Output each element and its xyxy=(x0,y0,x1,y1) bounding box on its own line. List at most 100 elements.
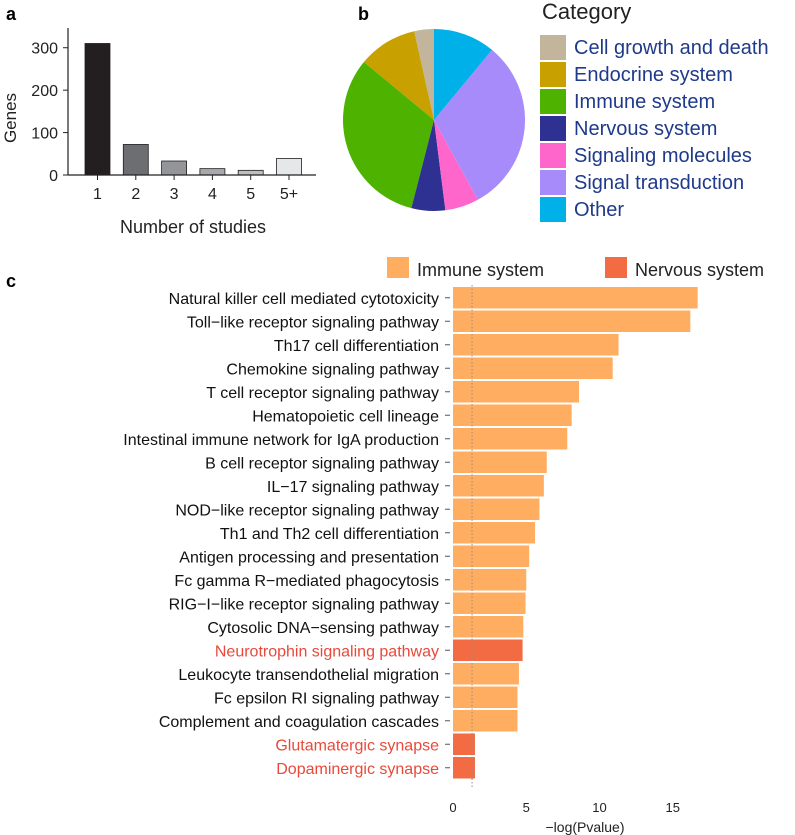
panel-a-x-tick-label: 2 xyxy=(131,186,140,203)
panel-c-category-label: Cytosolic DNA−sensing pathway xyxy=(207,620,439,637)
panel-c-category-label: Hematopoietic cell lineage xyxy=(252,408,439,425)
panel-b-pie-slice xyxy=(411,120,446,211)
panel-a-x-tick-label: 5+ xyxy=(280,186,298,203)
panel-c-bar xyxy=(453,381,579,403)
panel-b-legend-label: Signaling molecules xyxy=(574,145,752,167)
panel-c-category-label: Toll−like receptor signaling pathway xyxy=(187,314,439,331)
panel-c-category-label: Fc epsilon RI signaling pathway xyxy=(214,690,439,707)
panel-c-bar xyxy=(453,310,691,332)
panel-a-bar xyxy=(276,158,302,176)
panel-a-y-axis: 0 100 200 300 xyxy=(31,28,69,185)
panel-b-legend-label: Cell growth and death xyxy=(574,37,769,59)
panel-b-pie xyxy=(342,29,525,211)
panel-a-y-tick-label: 100 xyxy=(31,126,58,143)
panel-a-bar xyxy=(84,43,111,176)
panel-b-legend-label: Nervous system xyxy=(574,118,717,140)
panel-b-legend-swatch xyxy=(540,89,566,114)
panel-b-pie-slice xyxy=(434,49,525,200)
panel-a-y-tick-label: 300 xyxy=(31,41,58,58)
panel-c-bar xyxy=(453,428,568,450)
panel-c-bar-chart: Immune system Nervous system Natural kill… xyxy=(123,257,764,835)
panel-c-bar xyxy=(453,545,530,567)
panel-a-x-axis-label: Number of studies xyxy=(120,217,266,237)
panel-c-category-label: Neurotrophin signaling pathway xyxy=(215,643,439,660)
panel-c-category-label: Glutamatergic synapse xyxy=(275,737,439,754)
panel-c-legend: Immune system Nervous system xyxy=(387,257,764,280)
panel-c-category-label: Intestinal immune network for IgA produc… xyxy=(123,432,439,449)
panel-c-category-label: Dopaminergic synapse xyxy=(276,761,439,778)
panel-b-legend-label: Endocrine system xyxy=(574,64,733,86)
panel-a-x-tick-label: 5 xyxy=(246,186,255,203)
panel-a-y-tick-label: 0 xyxy=(49,168,58,185)
panel-a-bar xyxy=(237,169,264,176)
panel-c-bar xyxy=(453,710,518,732)
panel-c-x-tick-label: 5 xyxy=(523,800,530,815)
panel-a-bar xyxy=(161,160,188,176)
panel-b-pie-slice xyxy=(363,31,434,120)
panel-c-category-label: Antigen processing and presentation xyxy=(179,549,439,566)
panel-c-category-labels: Natural killer cell mediated cytotoxicit… xyxy=(123,291,450,778)
panel-a-x-tick-label: 3 xyxy=(170,186,179,203)
panel-c-bar xyxy=(453,475,544,497)
panel-c-legend-swatch xyxy=(387,257,409,278)
panel-c-category-label: NOD−like receptor signaling pathway xyxy=(175,502,439,519)
panel-b-legend-swatch xyxy=(540,170,566,195)
panel-c-x-axis: 0 5 10 15 xyxy=(449,800,680,815)
panel-b-pie-slice xyxy=(434,120,478,211)
panel-c-category-label: Th1 and Th2 cell differentiation xyxy=(220,526,439,543)
panel-a-bars xyxy=(84,43,302,176)
panel-c-bar xyxy=(453,757,475,779)
panel-c-bars xyxy=(453,285,698,788)
panel-c-x-axis-label: −log(Pvalue) xyxy=(546,819,625,835)
panel-b-pie-slice xyxy=(342,61,434,209)
panel-c-bar xyxy=(453,733,475,755)
panel-c-bar xyxy=(453,569,527,591)
panel-c-bar xyxy=(453,498,540,520)
panel-b-legend-swatch xyxy=(540,197,566,222)
panel-label-c: c xyxy=(6,271,16,291)
panel-c-category-label: Chemokine signaling pathway xyxy=(226,361,439,378)
panel-a-x-tick-label: 1 xyxy=(93,186,102,203)
panel-c-category-label: Th17 cell differentiation xyxy=(274,338,439,355)
panel-a-bar-chart: 0 100 200 300 1 2 3 4 5 5+ Genes Number of studi… xyxy=(1,28,316,237)
panel-c-bar xyxy=(453,686,518,708)
panel-c-legend-swatch xyxy=(605,257,627,278)
panel-c-category-label: Complement and coagulation cascades xyxy=(159,714,439,731)
panel-c-bar xyxy=(453,616,524,638)
panel-b-legend-label: Other xyxy=(574,199,624,221)
panel-c-category-label: IL−17 signaling pathway xyxy=(267,479,439,496)
panel-b-legend-swatch xyxy=(540,143,566,168)
panel-c-category-label: T cell receptor signaling pathway xyxy=(206,385,439,402)
panel-b-legend-swatch xyxy=(540,35,566,60)
panel-c-bar xyxy=(453,357,613,379)
panel-a-bar xyxy=(199,168,226,176)
panel-a-y-axis-label: Genes xyxy=(1,93,20,143)
panel-b-legend-swatch xyxy=(540,116,566,141)
panel-b-legend: Cell growth and death Endocrine system Imm… xyxy=(540,35,769,222)
panel-c-category-label: B cell receptor signaling pathway xyxy=(205,455,439,472)
panel-b-legend-label: Immune system xyxy=(574,91,715,113)
panel-label-a: a xyxy=(6,4,17,24)
panel-c-bar xyxy=(453,404,572,426)
panel-b-legend-swatch xyxy=(540,62,566,87)
panel-b-pie-chart: Category Cell growth and death Endocrine … xyxy=(342,0,769,222)
panel-c-bar xyxy=(453,334,619,356)
panel-c-bar xyxy=(453,451,547,473)
panel-c-bar xyxy=(453,592,526,614)
panel-c-bar xyxy=(453,663,519,685)
panel-b-pie-slice xyxy=(434,29,493,120)
panel-a-x-axis: 1 2 3 4 5 5+ xyxy=(68,174,316,203)
panel-c-legend-label: Nervous system xyxy=(635,260,764,280)
panel-b-legend-label: Signal transduction xyxy=(574,172,744,194)
panel-c-bar xyxy=(453,522,536,544)
panel-c-category-label: Fc gamma R−mediated phagocytosis xyxy=(174,573,439,590)
panel-b-legend-title: Category xyxy=(542,0,631,24)
panel-a-y-tick-label: 200 xyxy=(31,83,58,100)
panel-c-bar xyxy=(453,639,523,661)
panel-a-x-tick-label: 4 xyxy=(208,186,217,203)
panel-a-bar xyxy=(122,144,149,176)
panel-c-category-label: RIG−I−like receptor signaling pathway xyxy=(169,596,439,613)
panel-c-x-tick-label: 15 xyxy=(666,800,680,815)
panel-c-legend-label: Immune system xyxy=(417,260,544,280)
